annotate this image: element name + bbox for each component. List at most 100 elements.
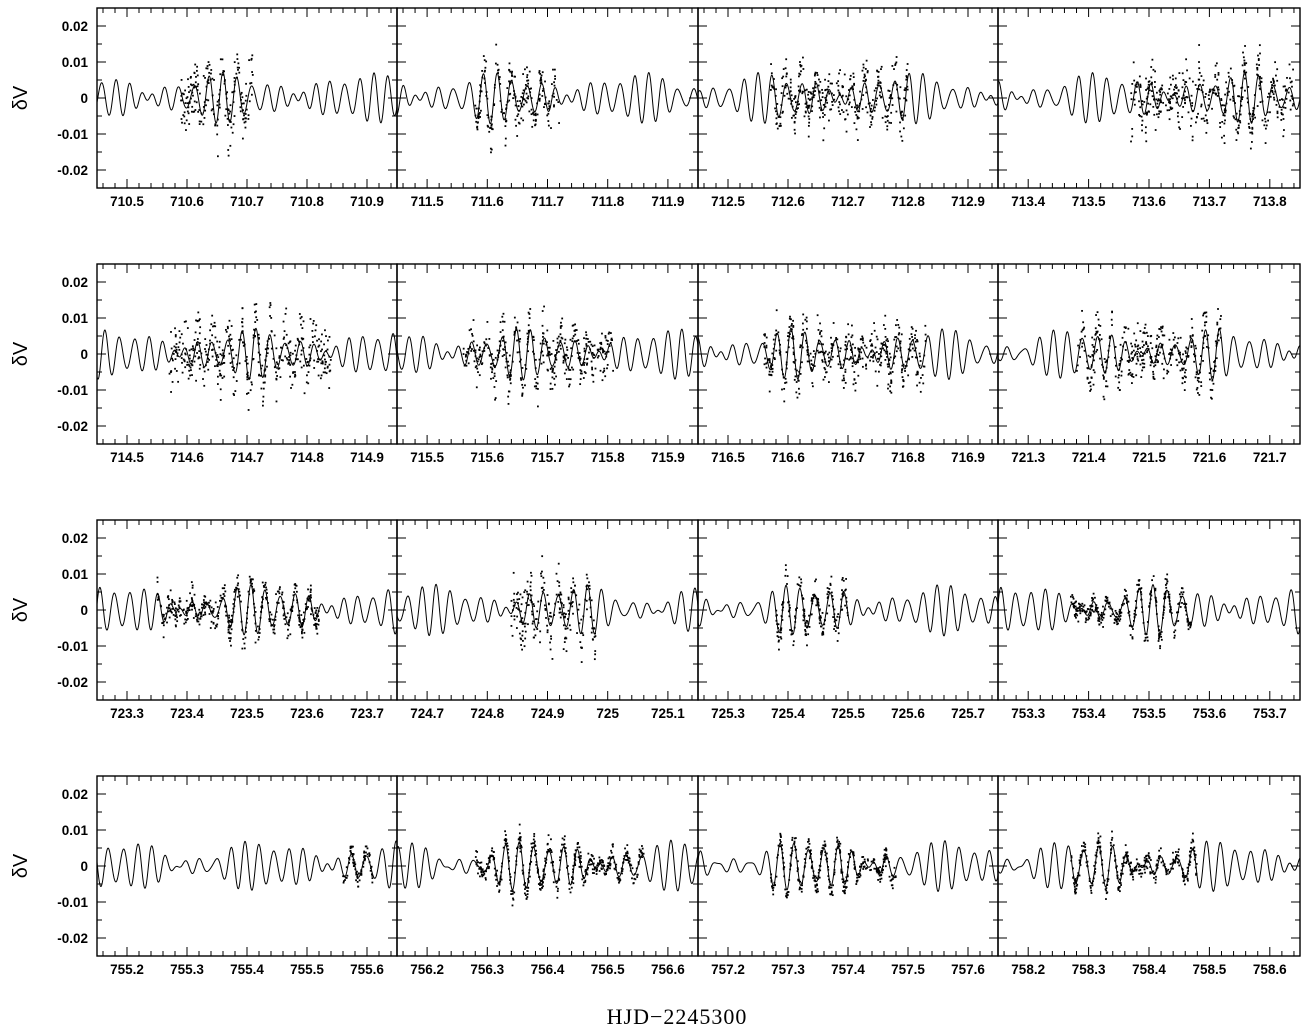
data-point	[474, 366, 477, 369]
y-tick-label: 0.01	[62, 567, 89, 582]
data-point	[1250, 141, 1253, 143]
data-point	[817, 601, 820, 604]
data-point	[300, 337, 303, 340]
data-point	[204, 338, 207, 340]
data-point	[282, 605, 285, 608]
data-point	[515, 124, 517, 127]
data-point	[321, 333, 323, 336]
data-point	[1139, 363, 1142, 366]
data-point	[1280, 98, 1283, 101]
data-point	[792, 325, 795, 327]
data-point	[1173, 631, 1176, 634]
data-point	[229, 632, 232, 635]
data-point	[503, 354, 506, 356]
data-point	[190, 369, 192, 372]
data-point	[1200, 355, 1202, 357]
data-point	[831, 595, 834, 597]
data-point	[823, 366, 826, 369]
data-point	[285, 307, 288, 310]
data-point	[329, 359, 332, 361]
data-point	[174, 618, 177, 621]
data-point	[844, 368, 847, 371]
data-point	[198, 332, 201, 335]
data-point	[1141, 100, 1144, 103]
data-point	[528, 110, 531, 113]
data-point	[467, 362, 470, 365]
data-point	[1170, 349, 1173, 352]
data-point	[1169, 609, 1172, 611]
data-point	[1152, 370, 1154, 373]
data-point	[1163, 357, 1166, 360]
data-point	[578, 359, 581, 362]
data-point	[191, 84, 193, 87]
data-point	[1210, 367, 1213, 370]
x-tick-label: 725	[596, 706, 619, 721]
data-point	[241, 102, 244, 105]
data-point	[194, 331, 197, 334]
data-point	[599, 348, 602, 351]
data-point	[1191, 109, 1194, 112]
data-point	[789, 333, 791, 336]
data-point	[191, 605, 194, 608]
data-point	[1155, 352, 1158, 355]
data-point	[1177, 111, 1179, 114]
data-point	[209, 329, 212, 332]
data-point	[1157, 354, 1160, 356]
data-point	[1156, 337, 1158, 340]
data-point	[868, 102, 871, 105]
data-point	[224, 604, 227, 607]
data-point	[218, 346, 221, 349]
data-point	[191, 604, 194, 607]
data-point	[1097, 613, 1100, 616]
data-point	[270, 347, 273, 350]
data-point	[225, 330, 228, 333]
data-point	[875, 87, 877, 90]
data-point	[219, 374, 222, 377]
data-point	[1195, 347, 1197, 350]
data-point	[519, 593, 522, 596]
data-point	[1291, 104, 1294, 107]
data-point	[819, 619, 822, 622]
data-point	[539, 78, 542, 80]
data-point	[1193, 353, 1195, 356]
data-point	[540, 572, 542, 575]
data-point	[219, 363, 222, 366]
data-point	[1189, 621, 1192, 624]
data-point	[801, 346, 804, 349]
data-point	[264, 583, 267, 586]
data-point	[879, 85, 882, 88]
data-point	[211, 314, 214, 317]
data-point	[860, 338, 862, 340]
data-point	[468, 329, 471, 332]
data-point	[215, 354, 218, 357]
data-point	[210, 610, 212, 613]
data-point	[799, 90, 802, 93]
data-point	[513, 601, 516, 604]
data-point	[902, 363, 905, 366]
data-point	[528, 70, 531, 73]
data-point	[1183, 360, 1186, 363]
data-point	[800, 578, 802, 581]
data-point	[1169, 354, 1172, 356]
observed-points	[510, 555, 597, 663]
data-point	[1207, 94, 1210, 97]
data-point	[197, 614, 200, 617]
data-point	[157, 595, 160, 598]
data-point	[1214, 76, 1217, 78]
data-point	[792, 351, 795, 354]
data-point	[535, 618, 538, 621]
data-point	[479, 360, 482, 363]
data-point	[553, 361, 556, 364]
data-point	[1146, 621, 1149, 623]
data-point	[884, 121, 887, 124]
data-point	[223, 587, 226, 590]
data-point	[807, 105, 810, 108]
data-point	[1151, 359, 1153, 362]
data-point	[203, 384, 206, 387]
data-point	[775, 122, 778, 125]
data-point	[507, 395, 510, 398]
data-point	[1127, 361, 1130, 363]
data-point	[877, 82, 880, 84]
data-point	[240, 338, 242, 341]
data-point	[1202, 84, 1204, 86]
